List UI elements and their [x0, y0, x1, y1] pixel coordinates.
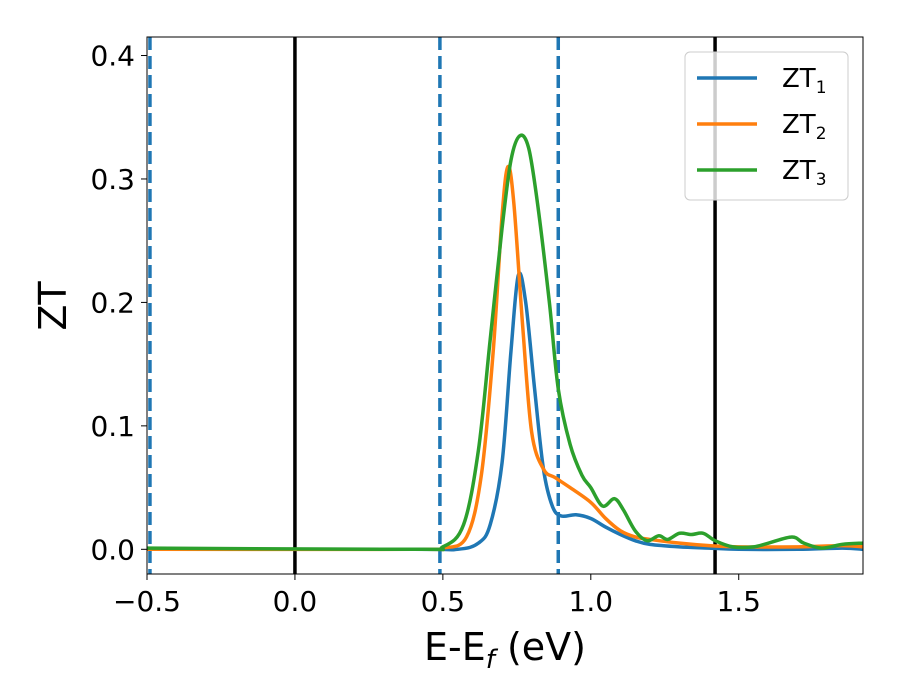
y-axis-title: ZT	[31, 281, 75, 331]
y-tick-label: 0.0	[90, 533, 135, 566]
legend-label-zt1: ZT1	[782, 64, 827, 98]
legend-box	[684, 51, 849, 201]
y-tick-label: 0.2	[90, 286, 135, 319]
y-tick-label: 0.3	[90, 163, 135, 196]
reference-lines	[148, 37, 717, 574]
x-tick-label: 1.0	[569, 585, 614, 618]
series-line-zt3	[147, 133, 863, 552]
x-tick-label: −0.5	[113, 585, 181, 618]
series-lines	[147, 133, 863, 552]
series-line-zt1	[147, 271, 863, 552]
legend-label-zt2: ZT2	[782, 110, 827, 144]
x-tick-label: 1.5	[716, 585, 761, 618]
legend-label-zt3: ZT3	[782, 156, 827, 190]
plot-frame	[146, 36, 864, 575]
x-tick-label: 0.0	[273, 585, 318, 618]
x-axis-title: E-Ef (eV)	[424, 625, 586, 675]
x-tick-label: 0.5	[421, 585, 466, 618]
y-axis-ticks: 0.0 0.1 0.2 0.3 0.4	[90, 40, 147, 566]
y-tick-label: 0.4	[90, 40, 135, 73]
legend: ZT1 ZT2 ZT3	[684, 51, 849, 201]
y-tick-label: 0.1	[90, 410, 135, 443]
series-line-zt2	[147, 164, 863, 552]
x-axis-ticks: −0.5 0.0 0.5 1.0 1.5	[113, 574, 761, 618]
